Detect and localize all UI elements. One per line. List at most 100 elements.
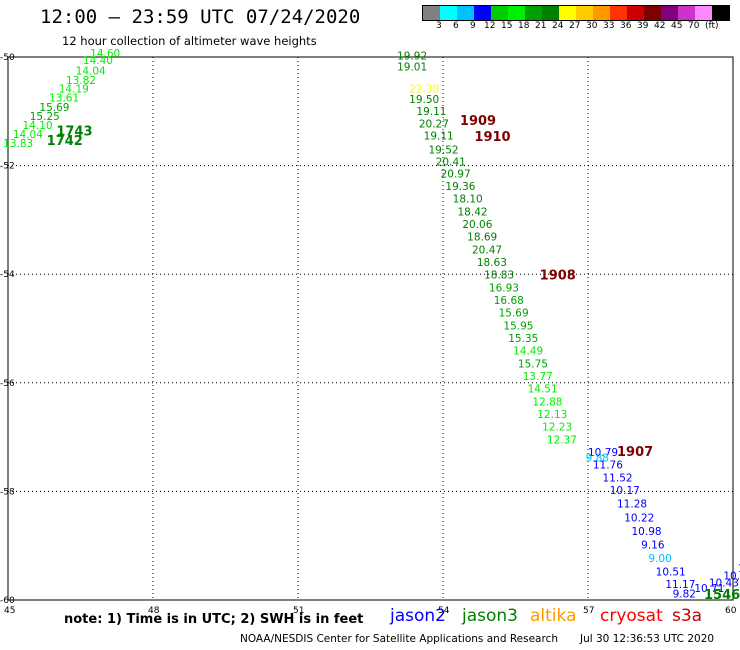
wave-height-label: 14.49 — [513, 346, 543, 358]
wave-height-label: 20.97 — [441, 169, 471, 181]
wave-height-label: 13.77 — [523, 371, 553, 383]
legend-label: 45 — [671, 21, 683, 31]
legend-label: 33 — [603, 21, 615, 31]
x-tick-label: 48 — [148, 606, 160, 616]
legend-label: 21 — [535, 21, 547, 31]
legend-swatch — [457, 6, 474, 20]
legend-swatch — [593, 6, 610, 20]
satellite-jason2: jason2 — [390, 606, 446, 626]
legend-swatch — [712, 6, 729, 20]
wave-height-label: 11.17 — [665, 579, 695, 591]
y-tick-label: -58 — [0, 487, 15, 497]
wave-height-label: 18.10 — [453, 194, 483, 206]
timestamp-text: Jul 30 12:36:53 UTC 2020 — [580, 633, 715, 645]
legend-swatch — [610, 6, 627, 20]
pass-time-label: 1742 — [47, 134, 83, 149]
wave-height-label: 9.16 — [641, 539, 665, 551]
wave-height-label: 15.35 — [508, 333, 538, 345]
wave-height-label: 15.75 — [518, 359, 548, 371]
wave-height-label: 10.6 — [738, 563, 740, 575]
wave-height-label: 14.51 — [528, 384, 558, 396]
pass-time-label: 1743 — [56, 125, 92, 140]
pass-time-label: 1546 — [704, 588, 740, 603]
legend-swatch — [508, 6, 525, 20]
satellite-altika: altika — [530, 606, 577, 626]
legend-label: 24 — [552, 21, 564, 31]
legend-label: 70 — [688, 21, 700, 31]
legend-swatch — [576, 6, 593, 20]
wave-height-label: 15.25 — [30, 111, 60, 123]
legend-swatch — [440, 6, 457, 20]
legend-label: 30 — [586, 21, 598, 31]
wave-height-label: 19.52 — [429, 145, 459, 157]
wave-height-label: 12.23 — [542, 422, 572, 434]
x-tick-label: 57 — [583, 606, 594, 616]
wave-height-label: 14.19 — [59, 83, 89, 95]
satellite-jason3: jason3 — [462, 606, 518, 626]
wave-height-label: 18.63 — [477, 257, 507, 269]
wave-height-label: 20.27 — [419, 119, 449, 131]
wave-height-label: 9.82 — [673, 588, 696, 600]
x-tick-label: 54 — [438, 606, 450, 616]
wave-height-label: 11.52 — [603, 473, 633, 485]
satellite-s3a: s3a — [672, 606, 703, 626]
wave-height-label: 19.11 — [416, 106, 446, 118]
wave-height-label: 14.60 — [90, 48, 120, 60]
wave-height-label: 19.01 — [397, 62, 427, 74]
wave-height-label: 10.43 — [709, 577, 739, 589]
wave-height-label: 10.17 — [610, 485, 640, 497]
wave-height-label: 10.70 — [723, 570, 740, 582]
y-tick-label: -50 — [0, 53, 15, 63]
wave-height-label: 10.79 — [588, 447, 618, 459]
wave-height-label: 10.98 — [632, 526, 662, 538]
legend-swatch — [627, 6, 644, 20]
legend-label: 6 — [453, 21, 459, 31]
map-frame — [7, 56, 734, 601]
legend-swatch — [695, 6, 712, 20]
legend-swatch — [525, 6, 542, 20]
x-tick-label: 45 — [4, 606, 15, 616]
page-title: 12:00 – 23:59 UTC 07/24/2020 — [40, 6, 361, 28]
pass-time-label: 1909 — [460, 114, 496, 129]
wave-height-label: 10.71 — [694, 583, 724, 595]
wave-height-label: 10.22 — [624, 512, 654, 524]
wave-height-label: 22.38 — [409, 83, 439, 95]
pass-time-label: 1907 — [617, 445, 653, 460]
wave-height-label: 11.76 — [593, 460, 623, 472]
legend-label: 12 — [484, 21, 496, 31]
wave-height-label: 19.11 — [424, 131, 454, 143]
y-tick-label: -54 — [0, 270, 15, 280]
pass-time-label: 1910 — [474, 130, 510, 145]
wave-height-label: 19.92 — [397, 51, 427, 63]
y-tick-label: -52 — [0, 162, 15, 172]
legend-label: 18 — [518, 21, 530, 31]
wave-height-label: 18.42 — [458, 207, 488, 219]
satellite-cryosat: cryosat — [600, 606, 663, 626]
wave-height-label: 13.61 — [49, 93, 79, 105]
wave-height-label: 9.00 — [648, 553, 671, 565]
wave-height-label: 13.83 — [3, 138, 33, 150]
wave-height-label: 9.88 — [586, 453, 609, 465]
wave-height-label: 18.83 — [484, 270, 514, 282]
wave-height-label: 19.36 — [445, 181, 475, 193]
credit-text: NOAA/NESDIS Center for Satellite Applica… — [240, 633, 558, 645]
page-subtitle: 12 hour collection of altimeter wave hei… — [62, 34, 317, 48]
color-legend — [422, 5, 730, 21]
wave-height-label: 16.93 — [489, 283, 519, 295]
wave-height-label: 14.10 — [23, 120, 53, 132]
wave-height-label: 12.88 — [532, 397, 562, 409]
wave-height-label: 18.69 — [467, 232, 497, 244]
wave-height-label: 12.37 — [547, 435, 577, 447]
wave-height-label: 20.41 — [436, 157, 466, 169]
legend-swatch — [559, 6, 576, 20]
wave-height-label: 16.68 — [494, 295, 524, 307]
pass-time-label: 1908 — [540, 269, 576, 284]
wave-height-label: 14.04 — [76, 65, 106, 77]
legend-label: 42 — [654, 21, 666, 31]
legend-swatch — [678, 6, 695, 20]
legend-label: 15 — [501, 21, 513, 31]
legend-label: 27 — [569, 21, 581, 31]
legend-swatch — [491, 6, 508, 20]
wave-height-label: 15.69 — [499, 308, 529, 320]
